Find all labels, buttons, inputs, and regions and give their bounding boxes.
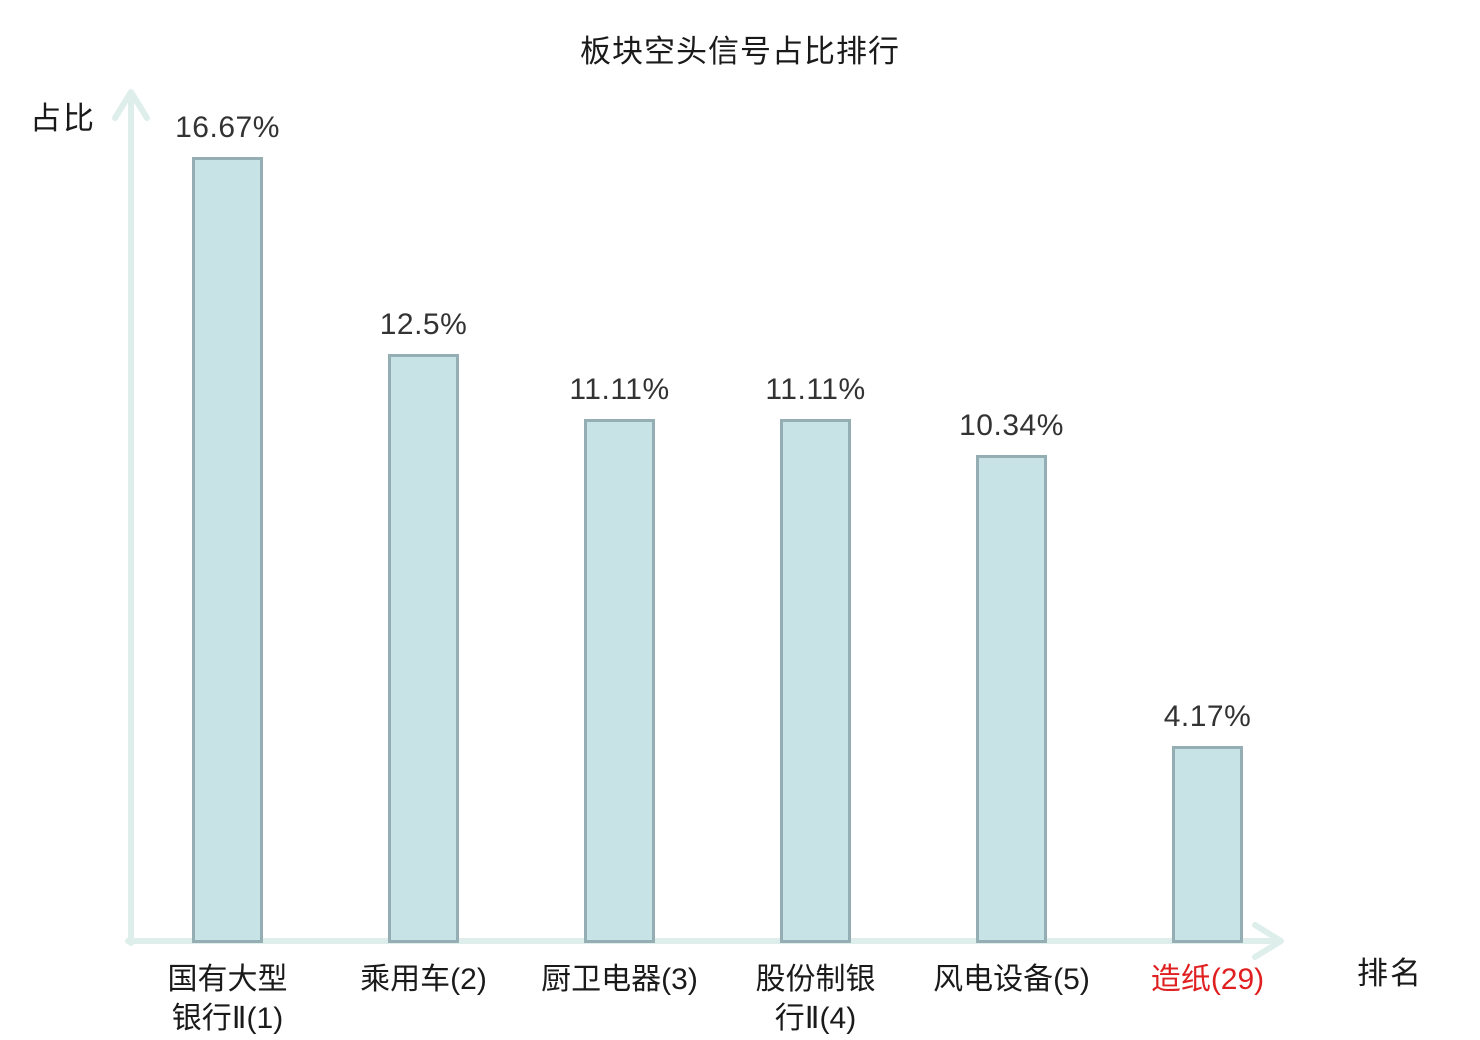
bar <box>976 455 1047 943</box>
bar-category-label-line: 股份制银 <box>755 963 876 996</box>
bar-category-label-line: 行Ⅱ(4) <box>774 1002 857 1035</box>
bar-category-label-line: 乘用车(2) <box>360 963 487 996</box>
bar-category-label-line: 风电设备(5) <box>933 963 1090 996</box>
bar-value-label: 11.11% <box>765 373 866 406</box>
bar-value-label: 12.5% <box>379 308 468 341</box>
x-axis-label: 排名 <box>1357 956 1423 991</box>
y-axis-label: 占比 <box>30 101 96 136</box>
bar-value-label: 10.34% <box>959 409 1064 442</box>
bar <box>780 419 851 943</box>
bar-category-label: 国有大型银行Ⅱ(1) <box>168 960 288 1038</box>
bar <box>584 419 655 943</box>
bar-category-label: 造纸(29) <box>1151 960 1264 999</box>
bar <box>388 354 459 943</box>
bar-value-label: 11.11% <box>569 373 670 406</box>
bar <box>192 157 263 943</box>
y-axis-arrowhead <box>112 89 150 121</box>
bar <box>1172 746 1243 943</box>
bar-category-label: 厨卫电器(3) <box>541 960 698 999</box>
bar-category-label-line: 国有大型 <box>167 963 288 996</box>
bar-category-label-line: 厨卫电器(3) <box>541 963 698 996</box>
bar-category-label: 股份制银行Ⅱ(4) <box>756 960 876 1038</box>
bar-value-label: 4.17% <box>1163 700 1252 733</box>
bar-category-label: 乘用车(2) <box>360 960 487 999</box>
bar-value-label: 16.67% <box>175 111 280 144</box>
bar-category-label: 风电设备(5) <box>933 960 1090 999</box>
bar-category-label-line: 造纸(29) <box>1150 963 1265 996</box>
chart-title: 板块空头信号占比排行 <box>580 34 900 69</box>
bar-category-label-line: 银行Ⅱ(1) <box>171 1002 284 1035</box>
x-axis-arrowhead <box>1252 922 1284 960</box>
